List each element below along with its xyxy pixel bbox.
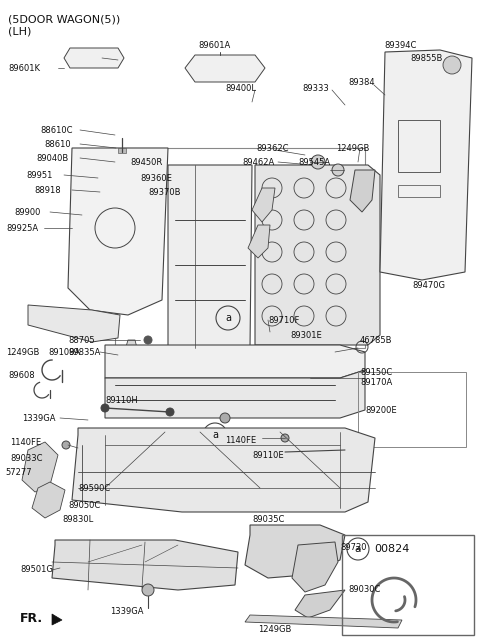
Polygon shape <box>295 590 345 618</box>
Text: 89501G: 89501G <box>20 565 53 574</box>
Text: 89925A: 89925A <box>6 223 38 232</box>
Text: (5DOOR WAGON(5)): (5DOOR WAGON(5)) <box>8 14 120 24</box>
Text: 89720: 89720 <box>340 544 367 553</box>
Text: 00824: 00824 <box>374 544 409 554</box>
Polygon shape <box>248 225 270 258</box>
Circle shape <box>443 56 461 74</box>
Text: 89601A: 89601A <box>198 41 230 50</box>
Polygon shape <box>105 370 365 418</box>
Circle shape <box>101 404 109 412</box>
Polygon shape <box>52 540 238 590</box>
Text: a: a <box>212 430 218 440</box>
Text: 89470G: 89470G <box>412 281 445 290</box>
Polygon shape <box>350 170 375 212</box>
Text: 89590C: 89590C <box>78 484 110 493</box>
Text: 89110E: 89110E <box>252 451 284 460</box>
Text: 89362C: 89362C <box>256 144 288 153</box>
Circle shape <box>62 441 70 449</box>
Text: 89394C: 89394C <box>384 41 416 50</box>
Polygon shape <box>68 148 168 315</box>
Polygon shape <box>64 48 124 68</box>
Text: 89830L: 89830L <box>62 515 93 524</box>
Text: 89033C: 89033C <box>10 453 43 462</box>
Text: 89050C: 89050C <box>68 500 100 509</box>
Polygon shape <box>105 345 365 378</box>
Polygon shape <box>122 340 140 372</box>
Text: 1249GB: 1249GB <box>258 625 291 634</box>
Circle shape <box>142 584 154 596</box>
Text: 89951: 89951 <box>26 171 52 180</box>
Text: 89150C: 89150C <box>360 368 392 377</box>
Text: 89200E: 89200E <box>365 406 396 415</box>
Text: 89109A: 89109A <box>48 348 80 357</box>
Text: 57277: 57277 <box>5 468 32 477</box>
Text: 88705: 88705 <box>68 336 95 345</box>
Text: (LH): (LH) <box>8 26 31 36</box>
Text: 89301E: 89301E <box>290 330 322 339</box>
Text: 89360E: 89360E <box>140 173 172 182</box>
Text: 89545A: 89545A <box>298 158 330 167</box>
Text: 1249GB: 1249GB <box>336 144 370 153</box>
Polygon shape <box>72 428 375 512</box>
Bar <box>358 372 466 447</box>
Text: 1249GB: 1249GB <box>6 348 39 357</box>
Polygon shape <box>245 525 345 578</box>
Circle shape <box>166 408 174 416</box>
Text: 1140FE: 1140FE <box>225 435 256 444</box>
Bar <box>342 535 474 635</box>
Circle shape <box>144 336 152 344</box>
Text: 89370B: 89370B <box>148 187 180 196</box>
Bar <box>118 148 126 153</box>
Polygon shape <box>255 165 380 345</box>
Text: 89462A: 89462A <box>242 158 274 167</box>
Text: 1140FE: 1140FE <box>10 437 41 446</box>
Text: a: a <box>355 544 361 554</box>
Text: 89110H: 89110H <box>105 395 138 404</box>
Polygon shape <box>292 542 338 592</box>
Polygon shape <box>245 615 402 628</box>
Text: 88610: 88610 <box>44 140 71 149</box>
Text: 89835A: 89835A <box>68 348 100 357</box>
Text: 89035C: 89035C <box>252 515 284 524</box>
Polygon shape <box>380 50 472 280</box>
Polygon shape <box>28 305 120 342</box>
Text: 1339GA: 1339GA <box>110 607 144 616</box>
Text: 89608: 89608 <box>8 370 35 379</box>
Circle shape <box>311 155 325 169</box>
Text: a: a <box>225 313 231 323</box>
Circle shape <box>332 164 344 176</box>
Text: 89384: 89384 <box>348 77 374 86</box>
Bar <box>398 120 440 172</box>
Polygon shape <box>168 165 252 348</box>
Text: 88918: 88918 <box>34 185 60 194</box>
Text: 89040B: 89040B <box>36 153 68 162</box>
Bar <box>115 148 365 348</box>
Text: 89030C: 89030C <box>348 585 380 594</box>
Text: 89333: 89333 <box>302 84 329 93</box>
Text: 46785B: 46785B <box>360 336 393 345</box>
Text: 89710F: 89710F <box>268 316 300 325</box>
Circle shape <box>220 413 230 423</box>
Text: 89450R: 89450R <box>130 158 162 167</box>
Text: FR.: FR. <box>20 612 43 625</box>
Text: 89900: 89900 <box>14 207 40 216</box>
Text: 1339GA: 1339GA <box>22 413 56 422</box>
Text: 89855B: 89855B <box>410 53 443 62</box>
Text: 89170A: 89170A <box>360 377 392 386</box>
Polygon shape <box>22 442 58 492</box>
Polygon shape <box>185 55 265 82</box>
Polygon shape <box>52 614 62 625</box>
Bar <box>398 185 440 197</box>
Polygon shape <box>32 482 65 518</box>
Polygon shape <box>252 188 275 222</box>
Circle shape <box>281 434 289 442</box>
Text: 89400L: 89400L <box>225 84 256 93</box>
Text: 89601K: 89601K <box>8 64 40 73</box>
Text: 88610C: 88610C <box>40 126 72 135</box>
